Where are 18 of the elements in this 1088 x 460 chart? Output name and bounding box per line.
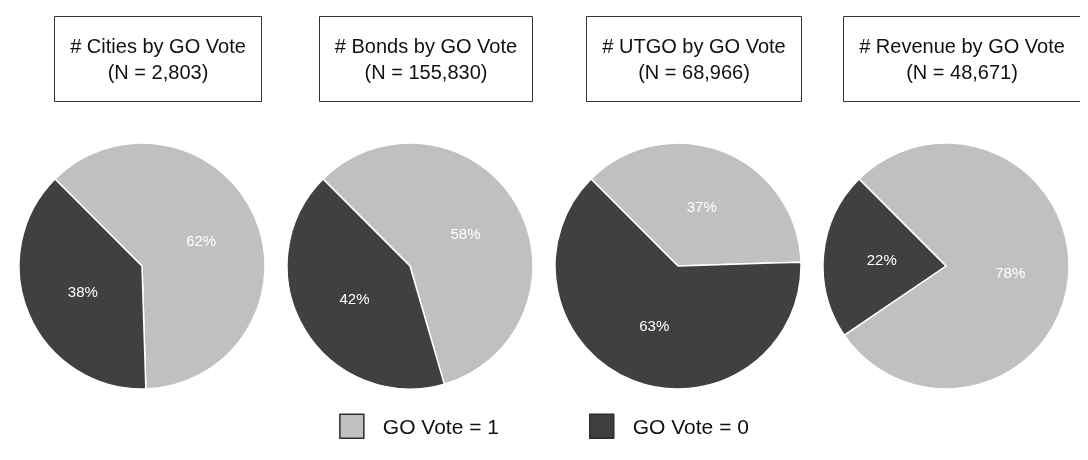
data-label: 58% xyxy=(450,224,481,242)
chart-title: # Revenue by GO Vote xyxy=(859,35,1065,57)
data-label: 38% xyxy=(67,283,98,301)
data-label: 62% xyxy=(186,231,217,249)
legend-label: GO Vote = 1 xyxy=(382,414,499,438)
chart-subtitle: (N = 155,830) xyxy=(364,61,488,83)
chart-title: # UTGO by GO Vote xyxy=(602,35,786,57)
data-label: 42% xyxy=(339,290,370,308)
legend-label: GO Vote = 0 xyxy=(632,414,749,438)
chart-subtitle: (N = 2,803) xyxy=(107,61,209,83)
chart-subtitle: (N = 48,671) xyxy=(906,61,1018,83)
chart-title: # Bonds by GO Vote xyxy=(334,35,518,57)
data-label: 78% xyxy=(995,263,1026,281)
data-label: 22% xyxy=(866,251,897,269)
chart-subtitle: (N = 68,966) xyxy=(638,61,750,83)
data-label: 63% xyxy=(639,317,670,335)
chart-title: # Cities by GO Vote xyxy=(70,35,246,57)
data-label: 37% xyxy=(686,197,717,215)
